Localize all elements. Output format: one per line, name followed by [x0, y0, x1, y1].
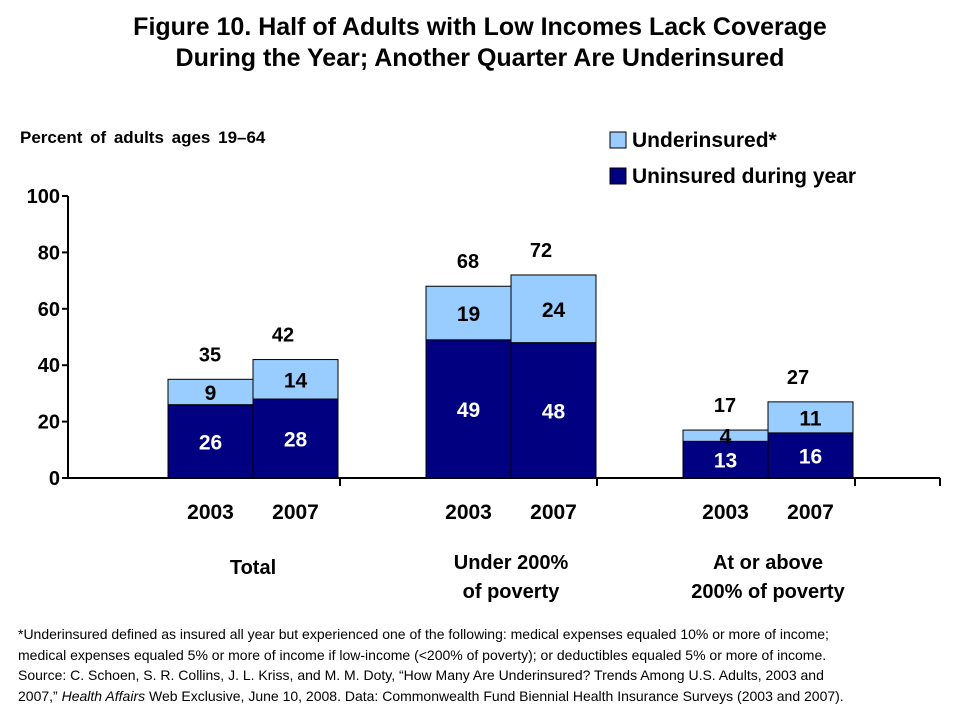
- legend-swatch-underinsured: [609, 131, 627, 149]
- x-group-label: 200% of poverty: [691, 581, 845, 603]
- data-label-total: 42: [272, 325, 294, 347]
- bar-uninsured: [167, 404, 254, 479]
- legend-swatch-uninsured: [609, 167, 627, 185]
- stacked-bar-chart: 0 20 40 60 80 100 26 9 35 2003 28 14 42 2007 49 19 68 200…: [27, 129, 941, 603]
- bar-uninsured: [510, 342, 597, 479]
- x-group-label: of poverty: [463, 581, 561, 603]
- footnote: *Underinsured defined as insured all yea…: [18, 624, 953, 706]
- footnote-line-3: Source: C. Schoen, S. R. Collins, J. L. …: [18, 667, 824, 683]
- bar-uninsured: [425, 339, 512, 479]
- bar-uninsured: [252, 398, 339, 479]
- bar-underinsured: [252, 359, 339, 400]
- data-label-total: 27: [787, 367, 809, 389]
- y-tick-label: 100: [27, 186, 60, 208]
- footnote-line-4: 2007,” Health Affairs Web Exclusive, Jun…: [18, 686, 953, 707]
- data-label-underinsured: 11: [799, 407, 822, 430]
- x-tick-label-year: 2003: [187, 501, 234, 524]
- footnote-journal-name: Health Affairs: [61, 687, 146, 704]
- x-group-label: At or above: [713, 552, 823, 574]
- data-label-uninsured: 13: [714, 450, 737, 473]
- x-tick-label-year: 2003: [445, 501, 492, 524]
- footnote-line-2: medical expenses equaled 5% or more of i…: [18, 646, 827, 663]
- y-tick-label: 0: [49, 468, 60, 490]
- bar-underinsured: [510, 274, 597, 344]
- y-tick-label: 40: [38, 355, 60, 377]
- footnote-line-4-start: 2007,”: [18, 687, 62, 704]
- chart-title-line-1: Figure 10. Half of Adults with Low Incom…: [133, 13, 827, 41]
- data-label-uninsured: 16: [799, 445, 822, 468]
- footnote-line-4-end: Web Exclusive, June 10, 2008. Data: Comm…: [145, 687, 844, 704]
- data-label-underinsured: 4: [720, 426, 732, 449]
- x-tick-label-year: 2003: [702, 501, 749, 524]
- y-tick-label: 80: [38, 242, 60, 264]
- legend-label-uninsured: Uninsured during year: [632, 165, 856, 188]
- data-label-underinsured: 24: [542, 299, 566, 322]
- footnote-line-1: *Underinsured defined as insured all yea…: [18, 626, 829, 642]
- data-label-uninsured: 48: [542, 400, 566, 423]
- chart-title-line-2: During the Year; Another Quarter Are Und…: [175, 44, 785, 72]
- data-label-underinsured: 14: [284, 369, 308, 392]
- legend-label-underinsured: Underinsured*: [632, 129, 778, 152]
- y-tick-label: 60: [38, 299, 60, 321]
- data-label-total: 17: [714, 395, 736, 417]
- data-label-uninsured: 26: [199, 431, 222, 454]
- data-label-underinsured: 19: [457, 303, 480, 326]
- x-group-label: Total: [230, 557, 276, 579]
- x-tick-label-year: 2007: [787, 501, 834, 524]
- data-label-uninsured: 49: [457, 399, 480, 422]
- data-label-underinsured: 9: [205, 382, 217, 405]
- x-tick-label-year: 2007: [530, 501, 577, 524]
- data-label-uninsured: 28: [284, 429, 308, 452]
- x-tick-label-year: 2007: [272, 501, 319, 524]
- x-group-label: Under 200%: [454, 552, 569, 574]
- bar-underinsured: [167, 378, 254, 406]
- data-label-total: 72: [530, 240, 552, 262]
- data-label-total: 35: [199, 344, 221, 366]
- y-axis-unit-label: Percent of adults ages 19–64: [20, 128, 266, 147]
- chart-title: Figure 10. Half of Adults with Low Incom…: [0, 12, 960, 74]
- bar-underinsured: [767, 401, 854, 434]
- bar-uninsured: [682, 440, 769, 479]
- y-tick-label: 20: [38, 412, 60, 434]
- data-label-total: 68: [457, 251, 479, 273]
